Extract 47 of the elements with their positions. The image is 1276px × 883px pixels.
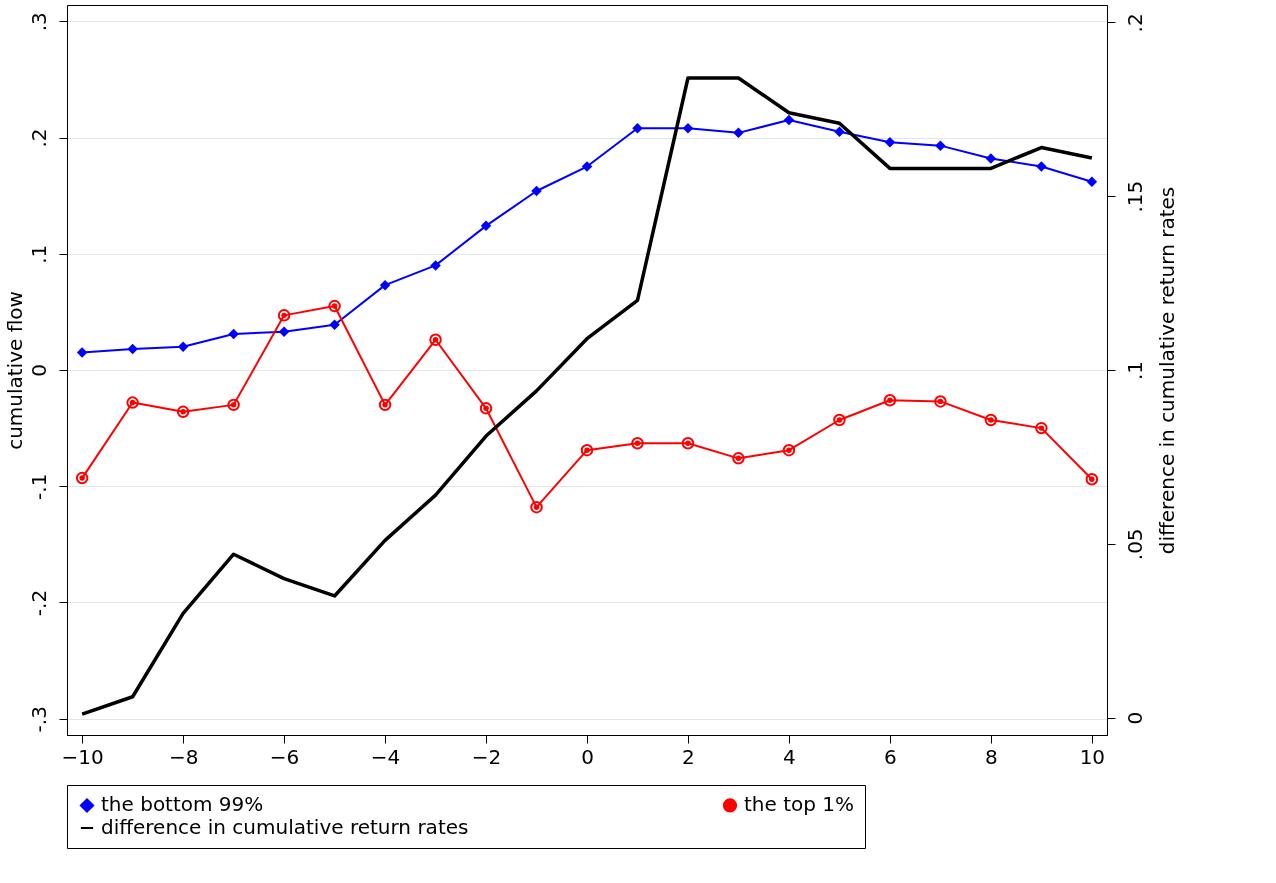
- point: [227, 398, 240, 412]
- point: [530, 500, 543, 514]
- point: [833, 413, 846, 427]
- point: [580, 443, 594, 457]
- y2-tick-label: .15: [1122, 180, 1147, 213]
- legend-label: the bottom 99%: [101, 792, 264, 817]
- y-axis-title: cumulative flow: [2, 291, 27, 450]
- point: [429, 333, 442, 347]
- point: [75, 471, 89, 485]
- x-tick-label: 2: [682, 744, 695, 769]
- x-tick-label: 4: [783, 744, 796, 769]
- point: [176, 405, 190, 419]
- x-tick-label: 10: [1079, 744, 1106, 769]
- y2-tick-label: .1: [1122, 360, 1147, 381]
- y-tick-label: -.1: [26, 473, 51, 500]
- point: [378, 398, 392, 412]
- y-tick-label: -.3: [26, 706, 51, 733]
- x-tick-label: 8: [985, 744, 998, 769]
- legend-label: the top 1%: [744, 792, 855, 817]
- x-tick-label: 0: [581, 744, 594, 769]
- y2-axis-title: difference in cumulative return rates: [1154, 186, 1179, 555]
- point: [984, 413, 998, 427]
- y-tick-label: .3: [26, 12, 51, 32]
- line-series: [80, 76, 1094, 716]
- point: [328, 299, 341, 313]
- y2-tick-label: .2: [1122, 13, 1147, 33]
- x-tick-label: −2: [471, 744, 502, 769]
- y2-tick-label: .05: [1122, 528, 1147, 561]
- point: [1085, 473, 1099, 486]
- x-tick-label: −4: [370, 744, 401, 769]
- point: [782, 443, 796, 457]
- y-tick-label: .1: [26, 244, 51, 264]
- legend-label: difference in cumulative return rates: [101, 815, 469, 839]
- point: [479, 402, 493, 415]
- point: [883, 393, 897, 407]
- y-tick-label: .2: [26, 128, 51, 148]
- point: [1035, 421, 1048, 435]
- point: [277, 309, 291, 322]
- x-tick-label: −6: [269, 744, 300, 769]
- y-tick-label: 0: [26, 364, 51, 377]
- point: [681, 437, 695, 450]
- x-tick-label: −10: [61, 744, 104, 769]
- x-tick-label: −8: [168, 744, 199, 769]
- y-tick-label: -.2: [26, 589, 51, 617]
- x-tick-label: 6: [884, 744, 897, 769]
- y2-tick-label: 0: [1122, 711, 1147, 725]
- point: [631, 437, 644, 450]
